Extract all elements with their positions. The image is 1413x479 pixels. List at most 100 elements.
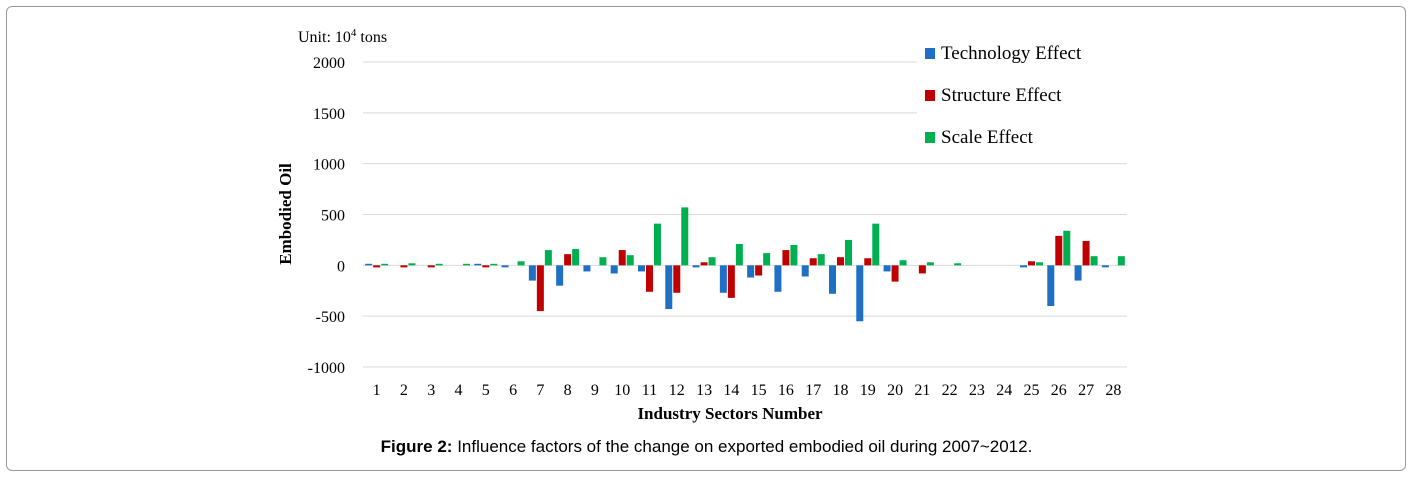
bar-scale-effect — [1063, 230, 1071, 266]
bar-scale-effect — [572, 249, 580, 266]
y-axis-ticks: 2000 1500 1000 500 0 -500 -1000 — [308, 55, 345, 377]
x-tick-label: 3 — [427, 382, 435, 399]
bar-scale-effect — [817, 254, 825, 266]
legend-swatch — [925, 48, 935, 59]
y-axis-title: Embodied Oil — [276, 163, 295, 265]
legend-swatch — [925, 90, 935, 101]
bar-structure-effect — [755, 265, 763, 276]
bar-scale-effect — [654, 223, 661, 266]
bar-structure-effect — [782, 250, 790, 266]
bar-technology-effect — [1020, 265, 1027, 268]
x-tick-label: 11 — [642, 382, 657, 399]
x-tick-label: 16 — [778, 382, 794, 399]
bar-technology-effect — [610, 265, 618, 274]
bar-structure-effect — [1082, 240, 1090, 266]
bar-technology-effect — [801, 265, 809, 277]
bar-scale-effect — [463, 263, 470, 266]
y-tick-label: -1000 — [308, 360, 345, 377]
bar-technology-effect — [829, 265, 836, 294]
x-tick-label: 21 — [914, 382, 930, 399]
y-tick-label: -500 — [316, 309, 345, 326]
x-tick-label: 12 — [669, 382, 685, 399]
unit-label: Unit: 104 tons — [298, 27, 387, 46]
x-axis-ticks: 1 2 3 4 5 6 7 8 9 10 11 12 13 14 15 16 17 18 19 20 21 22 23 24 2… — [373, 382, 1122, 399]
y-tick-label: 1000 — [313, 157, 345, 174]
bar-technology-effect — [365, 263, 373, 266]
x-tick-label: 28 — [1105, 382, 1121, 399]
x-tick-label: 27 — [1078, 382, 1094, 399]
bar-structure-effect — [864, 258, 872, 266]
x-tick-label: 19 — [860, 382, 876, 399]
legend-label: Structure Effect — [941, 85, 1062, 106]
bar-scale-effect — [899, 260, 907, 266]
bar-structure-effect — [1055, 235, 1063, 266]
bar-structure-effect — [373, 265, 381, 268]
x-tick-label: 14 — [723, 382, 739, 399]
caption-label: Figure 2: — [380, 437, 453, 456]
x-tick-label: 13 — [696, 382, 712, 399]
bar-scale-effect — [845, 239, 852, 266]
bar-structure-effect — [400, 265, 408, 268]
x-tick-label: 1 — [373, 382, 381, 399]
bar-technology-effect — [528, 265, 536, 281]
legend: Technology Effect Structure Effect Scale E… — [925, 43, 1082, 148]
bar-scale-effect — [381, 263, 389, 266]
x-tick-label: 18 — [833, 382, 849, 399]
bar-technology-effect — [1074, 265, 1082, 281]
bar-scale-effect — [954, 263, 962, 266]
legend-label: Technology Effect — [941, 43, 1082, 64]
bars — [365, 207, 1125, 322]
bar-technology-effect — [719, 265, 727, 293]
y-tick-label: 500 — [321, 208, 345, 225]
legend-label: Scale Effect — [941, 127, 1034, 148]
x-tick-label: 8 — [564, 382, 572, 399]
x-tick-label: 25 — [1024, 382, 1040, 399]
bar-scale-effect — [872, 223, 880, 266]
bar-scale-effect — [517, 261, 525, 266]
bar-structure-effect — [482, 265, 490, 268]
bar-scale-effect — [490, 263, 498, 266]
legend-background — [917, 40, 1127, 158]
bar-structure-effect — [918, 265, 926, 274]
caption-text: Influence factors of the change on expor… — [457, 437, 1033, 456]
bar-scale-effect — [1117, 256, 1125, 266]
y-tick-label: 2000 — [313, 55, 345, 72]
bar-technology-effect — [474, 263, 482, 266]
bar-technology-effect — [501, 265, 509, 268]
x-tick-label: 7 — [536, 382, 544, 399]
bar-scale-effect — [599, 257, 607, 266]
x-tick-label: 10 — [614, 382, 630, 399]
bar-scale-effect — [626, 255, 634, 266]
x-tick-label: 17 — [805, 382, 821, 399]
bar-technology-effect — [692, 265, 700, 268]
bar-scale-effect — [681, 207, 689, 266]
x-tick-label: 22 — [942, 382, 958, 399]
x-tick-label: 24 — [996, 382, 1012, 399]
bar-technology-effect — [747, 265, 755, 278]
bar-technology-effect — [1101, 265, 1109, 268]
x-tick-label: 20 — [887, 382, 903, 399]
bar-structure-effect — [891, 265, 899, 282]
x-tick-label: 9 — [591, 382, 599, 399]
bar-scale-effect — [1036, 262, 1043, 266]
bar-structure-effect — [427, 265, 435, 268]
x-tick-label: 4 — [455, 382, 463, 399]
x-tick-label: 5 — [482, 382, 490, 399]
bar-scale-effect — [763, 253, 771, 266]
bar-structure-effect — [837, 257, 844, 266]
bar-structure-effect — [809, 258, 817, 266]
bar-structure-effect — [673, 265, 681, 293]
bar-scale-effect — [435, 263, 443, 266]
bar-technology-effect — [883, 265, 891, 272]
figure-frame — [6, 6, 1406, 471]
bar-structure-effect — [564, 254, 572, 266]
bar-structure-effect — [618, 250, 626, 266]
legend-swatch — [925, 132, 935, 143]
bar-structure-effect — [727, 265, 735, 298]
figure-caption: Figure 2: Influence factors of the chang… — [0, 437, 1413, 457]
bar-technology-effect — [638, 265, 645, 272]
bar-technology-effect — [856, 265, 864, 322]
bar-technology-effect — [1047, 265, 1055, 306]
bar-technology-effect — [556, 265, 564, 286]
bar-scale-effect — [735, 243, 743, 266]
